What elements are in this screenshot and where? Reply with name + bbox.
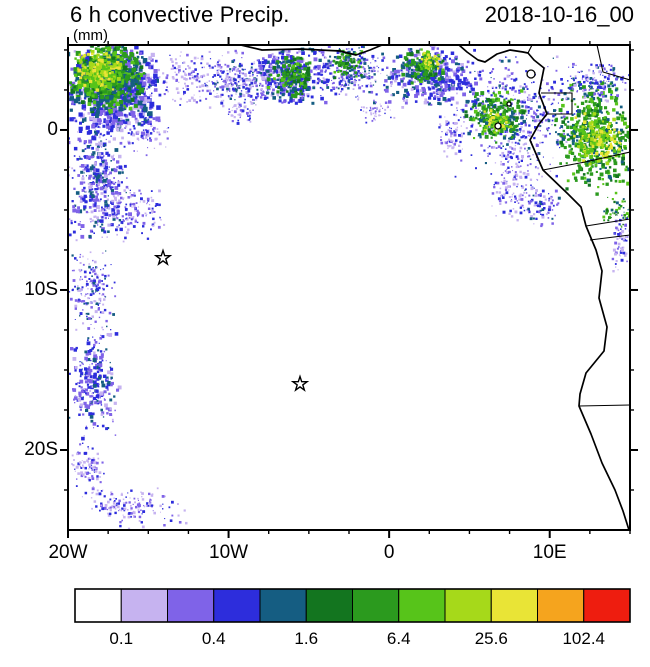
- plot-datetime: 2018-10-16_00: [484, 2, 634, 27]
- coastline-layer: [240, 45, 630, 530]
- plot-title: 6 h convective Precip.: [70, 2, 290, 27]
- colorbar-cell: [259, 588, 307, 623]
- country-border: [578, 404, 630, 407]
- colorbar-cell: [444, 588, 492, 623]
- colorbar-label: 102.4: [562, 629, 606, 648]
- star-marker: [153, 248, 173, 266]
- country-border: [589, 234, 630, 241]
- colorbar-label: 6.4: [386, 629, 411, 648]
- precip-speckle-field: [68, 45, 630, 530]
- colorbar-cell: [490, 588, 538, 623]
- colorbar-label: 25.6: [474, 629, 508, 648]
- colorbar-label: 0.1: [109, 629, 134, 648]
- star-marker: [290, 374, 310, 392]
- country-border: [527, 45, 533, 54]
- x-axis-label: 10E: [532, 542, 567, 563]
- country-border: [596, 45, 630, 81]
- axis-ticks: [60, 37, 638, 538]
- island: [526, 69, 536, 79]
- x-axis-label: 20W: [48, 542, 88, 563]
- country-border: [542, 151, 630, 171]
- island: [506, 101, 512, 107]
- colorbar-cell: [583, 588, 631, 623]
- colorbar-label: 1.6: [294, 629, 319, 648]
- country-border: [585, 218, 630, 227]
- colorbar-cell: [352, 588, 400, 623]
- coastline: [240, 45, 383, 56]
- y-axis-label: 10S: [24, 278, 58, 300]
- colorbar-cell: [213, 588, 261, 623]
- colorbar-outline: [74, 588, 631, 623]
- colorbar-cell: [537, 588, 585, 623]
- units-label: (mm): [73, 27, 108, 44]
- colorbar-cell: [74, 588, 122, 623]
- colorbar-cell: [398, 588, 446, 623]
- colorbar: [74, 588, 631, 623]
- colorbar-label: 0.4: [201, 629, 226, 648]
- x-axis-label: 0: [383, 542, 395, 563]
- y-axis-label: 0: [47, 118, 58, 140]
- colorbar-cell: [167, 588, 215, 623]
- colorbar-cell: [305, 588, 353, 623]
- island: [494, 122, 502, 130]
- country-border: [541, 92, 573, 115]
- x-axis-label: 10W: [209, 542, 249, 563]
- colorbar-cell: [120, 588, 168, 623]
- y-axis-label: 20S: [24, 438, 58, 460]
